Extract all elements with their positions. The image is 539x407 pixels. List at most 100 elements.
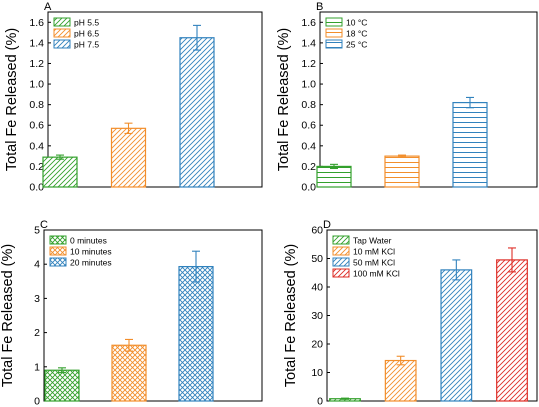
legend-swatch-d-4 (332, 268, 350, 278)
legend-label-b-1: 10 °C (346, 18, 367, 28)
bar-d-4 (496, 259, 528, 402)
error-bar-c-3 (192, 250, 200, 283)
legend-swatch-c-3 (49, 257, 67, 267)
y-tick-label-c: 5 (34, 225, 40, 237)
y-tick-label-a: 1.4 (29, 37, 44, 49)
error-bar-c-1 (58, 367, 66, 374)
legend-swatch-d-3 (332, 257, 350, 267)
panel-label-c: C (40, 219, 48, 231)
legend-label-d-2: 10 mM KCl (353, 247, 395, 257)
panel-d: D 0 10 20 30 40 50 60 Total Fe Released (%) Tap W… (283, 219, 538, 407)
y-tick-label-c: 3 (34, 293, 40, 305)
plot-frame-b (319, 11, 538, 188)
bar-c-1 (44, 369, 80, 402)
bar-d-2 (384, 359, 417, 402)
legend-swatch-a-2 (53, 28, 71, 38)
legend-swatch-b-2 (325, 28, 343, 38)
legend-label-b-2: 18 °C (346, 29, 367, 39)
y-axis-title-b: Total Fe Released (%) (276, 28, 292, 171)
y-tick-label-a: 1.6 (29, 17, 44, 29)
y-tick-label-b: 0.4 (301, 140, 316, 152)
y-axis-title-c: Total Fe Released (%) (0, 244, 16, 387)
bar-a-1 (42, 156, 78, 188)
y-tick-label-c: 2 (34, 327, 40, 339)
y-tick-label-a: 0.0 (29, 182, 44, 194)
legend-swatch-b-3 (325, 39, 343, 49)
panel-a: A 0.0 0.2 0.4 0.6 0.8 1.0 1.2 1.4 1.6 Total Fe Rel… (4, 1, 263, 194)
bar-c-2 (111, 344, 147, 402)
legend-swatch-a-1 (53, 17, 71, 27)
panel-label-d: D (323, 219, 331, 231)
legend-label-c-2: 10 minutes (70, 247, 112, 257)
y-tick-label-b: 1.0 (301, 79, 316, 91)
legend-label-c-3: 20 minutes (70, 258, 112, 268)
y-tick-label-c: 1 (34, 361, 40, 373)
y-axis-title-d: Total Fe Released (%) (283, 244, 299, 387)
bar-a-3 (179, 37, 215, 188)
plot-frame-a (47, 11, 263, 188)
error-bar-b-1 (330, 163, 338, 170)
error-bar-d-4 (508, 247, 516, 273)
error-bar-b-3 (466, 96, 474, 109)
y-tick-label-b: 0.6 (301, 120, 316, 132)
panel-label-b: B (316, 1, 323, 13)
y-tick-label-b: 0.0 (301, 182, 316, 194)
y-tick-label-c: 4 (34, 259, 40, 271)
bar-b-3 (452, 101, 488, 188)
legend-label-a-3: pH 7.5 (74, 40, 99, 50)
legend-label-b-3: 25 °C (346, 40, 367, 50)
y-tick-label-d: 0 (317, 396, 323, 407)
plot-frame-c (43, 229, 263, 402)
panel-b: B 0.0 0.2 0.4 0.6 0.8 1.0 1.2 1.4 1.6 Total Fe Rel… (276, 1, 538, 194)
error-bar-a-2 (124, 122, 133, 135)
y-tick-label-b: 1.4 (301, 37, 316, 49)
bar-a-2 (110, 127, 147, 188)
y-tick-label-a: 0.6 (29, 120, 44, 132)
bar-b-2 (384, 155, 420, 188)
y-tick-label-c: 0 (34, 396, 40, 407)
legend-label-d-1: Tap Water (353, 236, 392, 246)
error-bar-b-2 (398, 154, 406, 158)
legend-swatch-b-1 (325, 17, 343, 27)
legend-swatch-d-2 (332, 246, 350, 256)
y-tick-label-b: 1.6 (301, 17, 316, 29)
error-bar-d-2 (396, 355, 405, 366)
legend-a: pH 5.5pH 6.5pH 7.5 (53, 17, 99, 50)
y-axis-title-a: Total Fe Released (%) (4, 28, 20, 171)
error-bar-d-1 (341, 397, 349, 400)
legend-label-d-4: 100 mM KCl (353, 269, 400, 279)
error-bar-d-3 (452, 259, 461, 281)
y-tick-label-d: 10 (311, 367, 323, 379)
panel-c: C 0 1 2 3 4 5 Total Fe Released (%) 0 minutes10 … (0, 219, 263, 407)
legend-swatch-c-2 (49, 246, 67, 256)
y-tick-label-b: 1.2 (301, 58, 316, 70)
y-tick-label-a: 0.4 (29, 140, 44, 152)
panel-label-a: A (44, 1, 52, 13)
error-bar-a-3 (193, 24, 201, 51)
error-bar-a-1 (56, 154, 64, 160)
bar-b-1 (316, 165, 352, 188)
y-tick-label-d: 60 (311, 225, 323, 237)
legend-swatch-c-1 (49, 235, 67, 245)
bar-d-3 (440, 269, 473, 402)
y-tick-label-a: 1.0 (29, 79, 44, 91)
y-tick-label-a: 0.8 (29, 99, 44, 111)
legend-swatch-a-3 (53, 39, 71, 49)
legend-b: 10 °C18 °C25 °C (325, 17, 367, 50)
y-tick-label-d: 40 (311, 282, 323, 294)
bar-c-3 (178, 265, 214, 402)
y-tick-label-b: 0.2 (301, 161, 316, 173)
y-tick-label-a: 0.2 (29, 161, 44, 173)
y-tick-label-b: 0.8 (301, 99, 316, 111)
y-tick-label-d: 50 (311, 253, 323, 265)
y-tick-label-a: 1.2 (29, 58, 44, 70)
y-tick-label-d: 20 (311, 339, 323, 351)
legend-label-d-3: 50 mM KCl (353, 258, 395, 268)
legend-label-a-2: pH 6.5 (74, 29, 99, 39)
legend-swatch-d-1 (332, 235, 350, 245)
legend-label-c-1: 0 minutes (70, 236, 107, 246)
y-tick-label-d: 30 (311, 310, 323, 322)
